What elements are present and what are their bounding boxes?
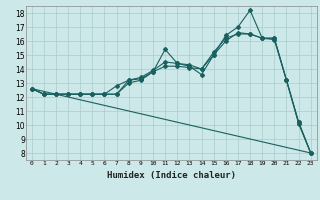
X-axis label: Humidex (Indice chaleur): Humidex (Indice chaleur) (107, 171, 236, 180)
